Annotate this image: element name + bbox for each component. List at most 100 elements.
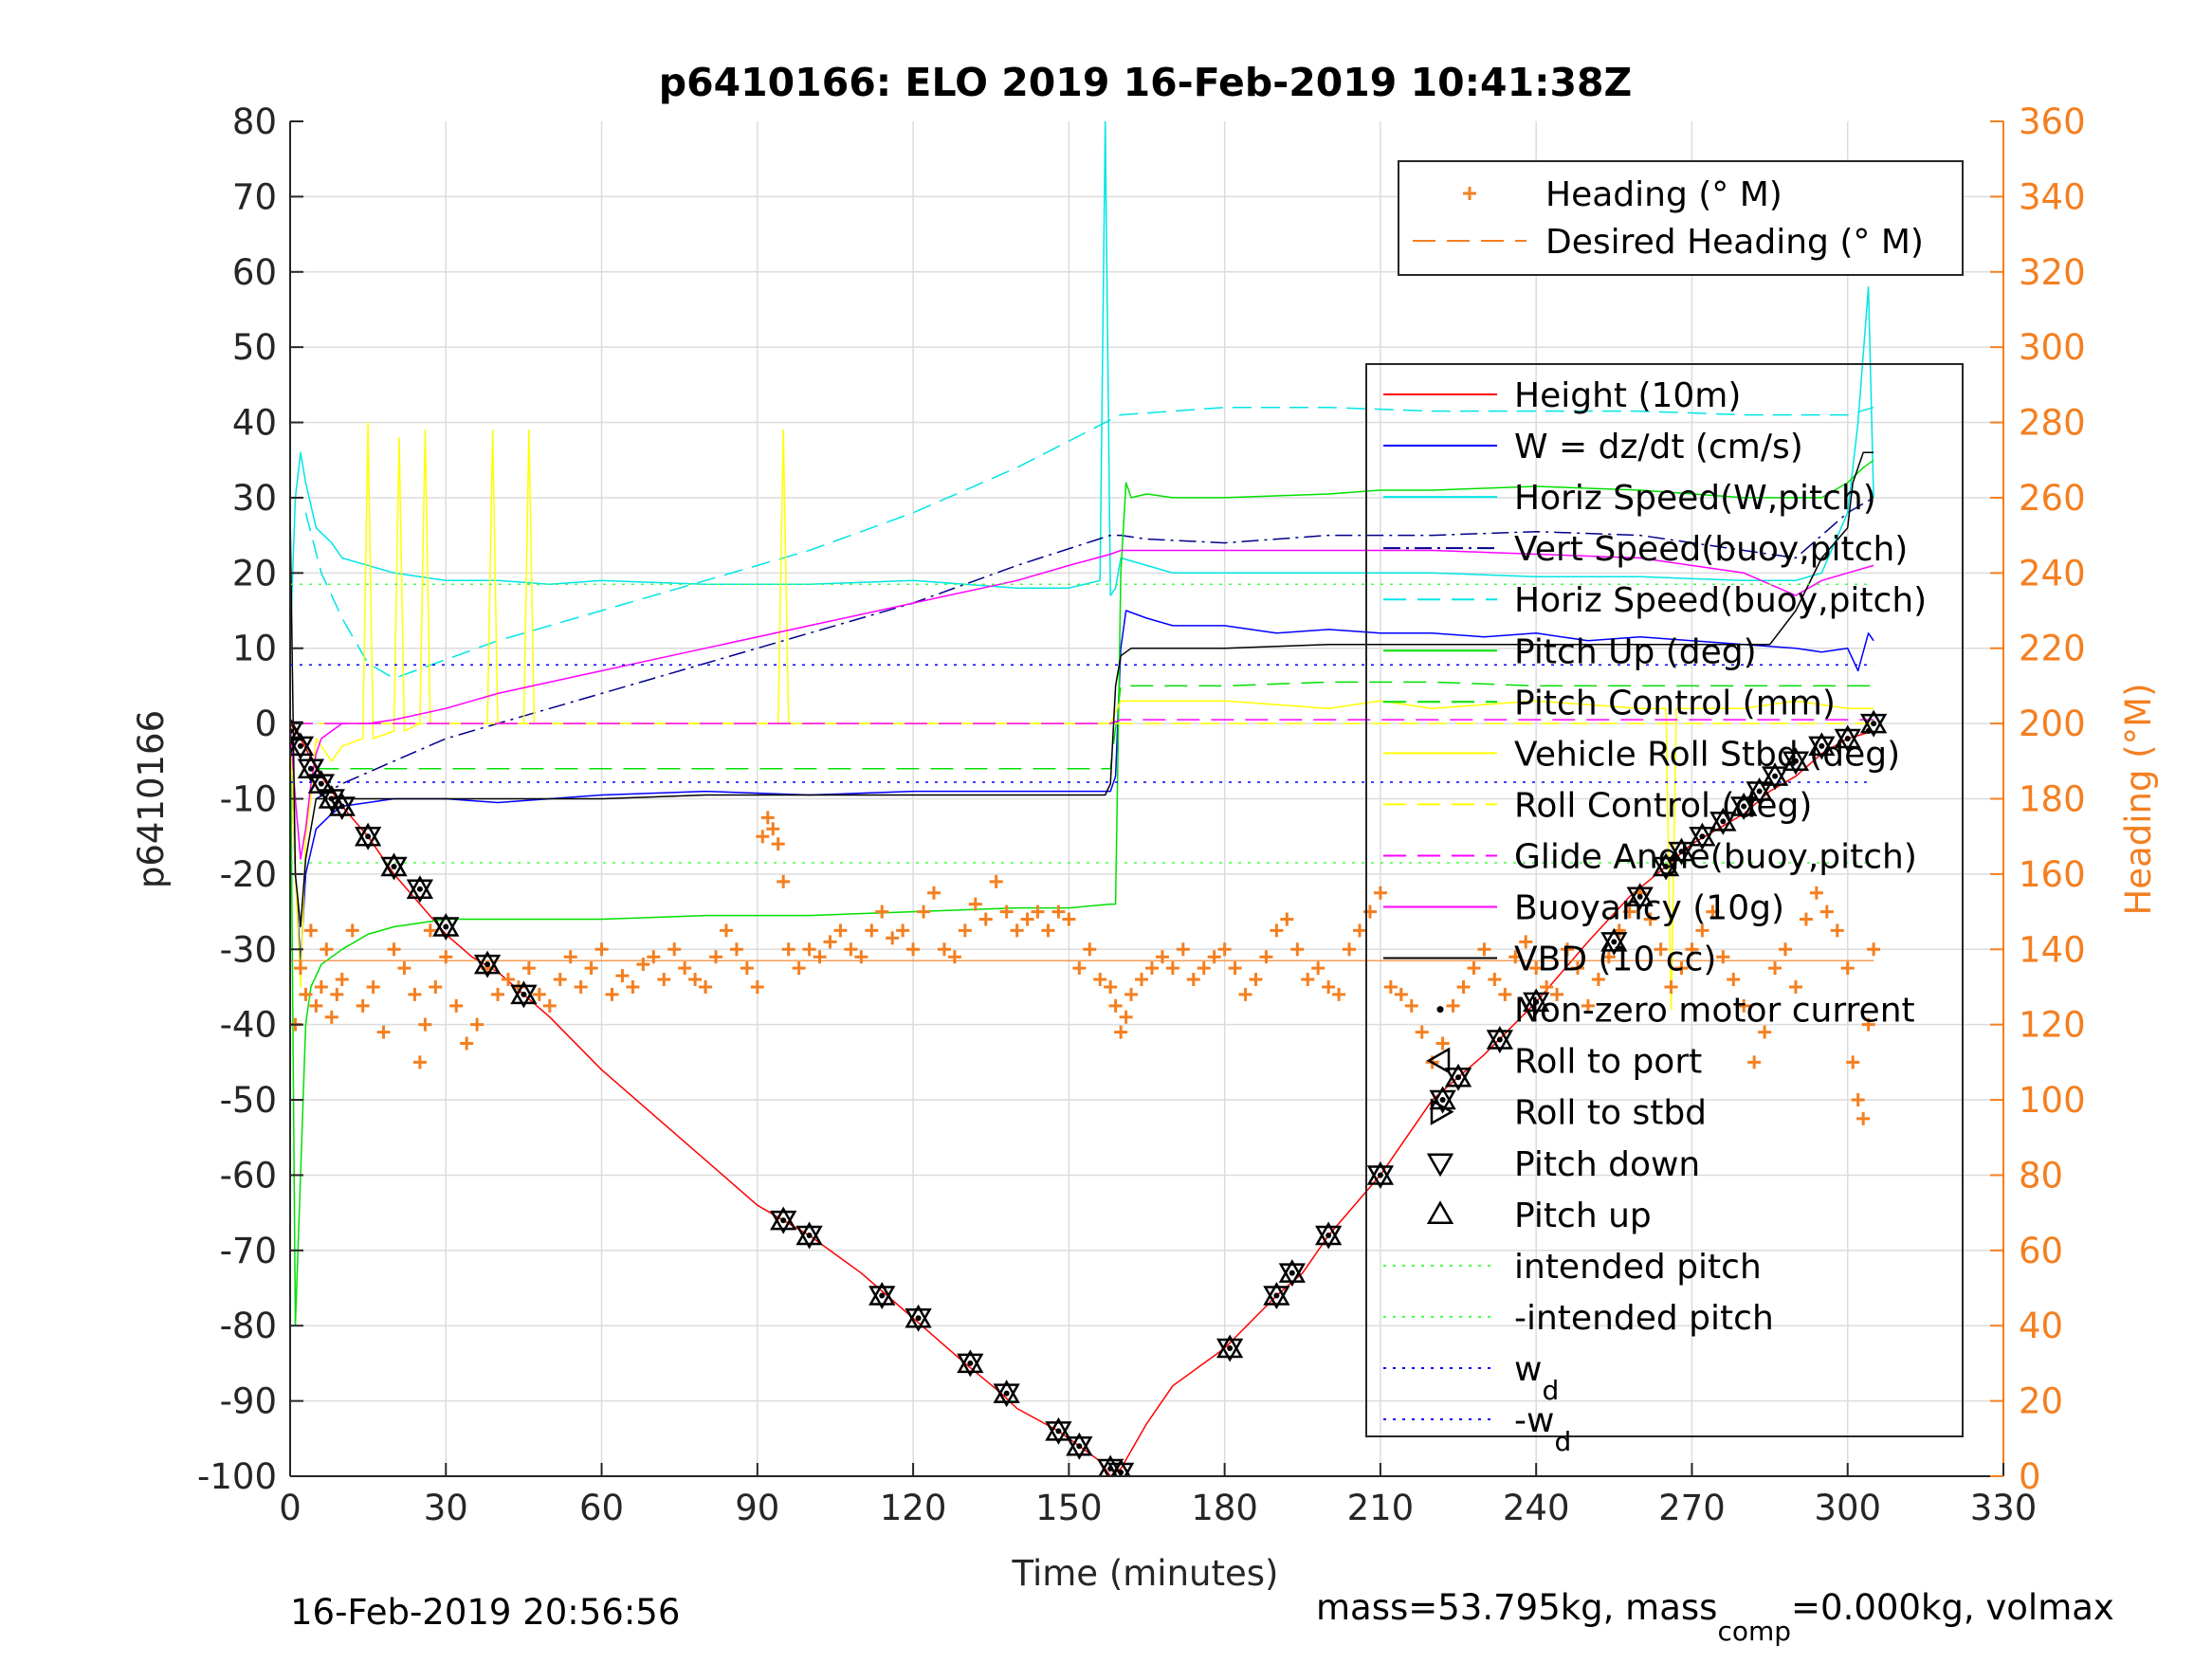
pitch-up-marker-24 <box>1278 1259 1306 1283</box>
pitch-down-marker-31 <box>1600 932 1628 956</box>
legend-main-label-text-2: Horiz Speed(W,pitch) <box>1514 479 1876 518</box>
heading-point-12 <box>366 979 380 994</box>
motor-dot-43 <box>1865 728 1872 735</box>
motor-dot-1 <box>297 742 303 749</box>
pitch-down-marker-30 <box>1523 992 1550 1016</box>
y-tick-label-4: -60 <box>220 1155 277 1196</box>
heading-point-78 <box>999 905 1014 919</box>
heading-point-129 <box>1508 950 1523 964</box>
motor-dot-22 <box>1227 1345 1234 1352</box>
y-right-tick-label-12: 240 <box>2019 553 2086 594</box>
heading-point-93 <box>1135 973 1149 987</box>
legend-main-sample-12 <box>1436 1006 1444 1014</box>
heading-point-37 <box>605 987 619 1001</box>
heading-point-100 <box>1207 950 1221 964</box>
heading-point-134 <box>1561 942 1575 957</box>
legend-main-sample-16 <box>1426 1200 1454 1225</box>
legend-main-sample-15 <box>1426 1153 1454 1178</box>
motor-dot-35 <box>1699 833 1706 840</box>
heading-point-3 <box>303 923 318 938</box>
heading-point-52 <box>756 830 770 844</box>
x-tick-label-7: 210 <box>1347 1488 1415 1528</box>
heading-point-18 <box>418 1017 432 1032</box>
plot-area <box>290 121 1888 1476</box>
pitch-up-marker-43 <box>1859 709 1888 734</box>
legend-main-label-text-0: Height (10m) <box>1514 376 1741 415</box>
heading-point-2 <box>299 987 313 1001</box>
motor-dot-37 <box>1741 803 1747 810</box>
y-tick-label-0: -100 <box>197 1456 277 1497</box>
heading-point-96 <box>1165 961 1179 976</box>
y-tick-label-17: 70 <box>232 176 277 217</box>
heading-point-160 <box>1830 923 1844 938</box>
series-line-9 <box>290 719 1874 724</box>
x-tick-label-8: 240 <box>1503 1488 1570 1528</box>
legend-main-label-4: Horiz Speed(buoy,pitch) <box>1514 581 1927 620</box>
legend-main-label-text-18: -intended pitch <box>1514 1299 1774 1338</box>
heading-point-24 <box>470 1017 484 1032</box>
pitch-down-marker-22 <box>1216 1338 1244 1362</box>
y-right-tick-label-8: 160 <box>2019 854 2086 895</box>
motor-dot-23 <box>1273 1292 1280 1299</box>
heading-point-87 <box>1093 973 1107 987</box>
heading-point-102 <box>1228 961 1242 976</box>
y-right-tick-label-11: 220 <box>2019 629 2086 669</box>
heading-point-26 <box>491 987 505 1001</box>
heading-point-99 <box>1197 961 1211 976</box>
legend-main-label-text-12: Non-zero motor current <box>1514 992 1915 1031</box>
pitch-down-marker-2 <box>297 758 325 783</box>
y-right-tick-label-3: 60 <box>2019 1231 2063 1271</box>
heading-point-34 <box>574 979 588 994</box>
y-tick-label-6: -40 <box>220 1005 277 1046</box>
motor-dot-28 <box>1455 1074 1462 1081</box>
y-axis-right-label: Heading (°M) <box>2118 683 2159 915</box>
heading-point-91 <box>1119 1010 1133 1024</box>
y-tick-label-8: -20 <box>220 854 277 895</box>
pitch-up-marker-10 <box>473 950 502 975</box>
heading-point-128 <box>1498 987 1512 1001</box>
legend-main-sample-14 <box>1430 1098 1454 1125</box>
pitch-down-marker-8 <box>406 879 434 904</box>
heading-point-118 <box>1394 987 1408 1001</box>
heading-point-82 <box>1041 923 1055 938</box>
series-line-2 <box>290 121 1874 649</box>
pitch-up-marker-42 <box>1834 724 1861 749</box>
pitch-down-marker-7 <box>380 856 408 881</box>
pitch-up-marker-6 <box>354 822 382 847</box>
heading-point-57 <box>781 942 795 957</box>
heading-point-70 <box>917 905 931 919</box>
heading-point-159 <box>1819 905 1834 919</box>
heading-point-46 <box>699 979 713 994</box>
heading-point-162 <box>1846 1055 1860 1069</box>
pitch-down-marker-13 <box>795 1225 823 1250</box>
heading-point-133 <box>1550 987 1564 1001</box>
heading-point-113 <box>1343 942 1357 957</box>
heading-point-76 <box>978 912 993 926</box>
pitch-up-marker-0 <box>290 717 304 741</box>
heading-point-146 <box>1685 942 1699 957</box>
heading-point-56 <box>777 874 791 888</box>
heading-point-45 <box>688 973 703 987</box>
y-right-tick-label-1: 20 <box>2019 1381 2063 1422</box>
heading-point-84 <box>1062 912 1076 926</box>
heading-point-5 <box>314 979 328 994</box>
heading-point-11 <box>356 998 370 1013</box>
pitch-down-marker-17 <box>993 1383 1020 1408</box>
legend-main-label-text-17: intended pitch <box>1514 1248 1762 1287</box>
footer-mass: mass=53.795kg, masscomp=0.000kg, volmax <box>1316 1587 2114 1647</box>
pitch-down-marker-21 <box>1106 1462 1135 1476</box>
x-axis-label: Time (minutes) <box>1012 1553 1279 1594</box>
pitch-up-marker-12 <box>770 1206 797 1231</box>
y-tick-label-18: 80 <box>232 101 277 142</box>
heading-point-83 <box>1051 905 1066 919</box>
heading-point-109 <box>1301 973 1315 987</box>
legend-main-label-text-13: Roll to port <box>1514 1043 1702 1082</box>
heading-point-103 <box>1238 987 1252 1001</box>
heading-point-155 <box>1779 942 1793 957</box>
heading-point-166 <box>1867 942 1881 957</box>
heading-point-98 <box>1186 973 1200 987</box>
heading-point-119 <box>1404 998 1418 1013</box>
heading-point-97 <box>1176 942 1190 957</box>
heading-point-21 <box>439 950 453 964</box>
pitch-up-marker-7 <box>380 852 408 877</box>
